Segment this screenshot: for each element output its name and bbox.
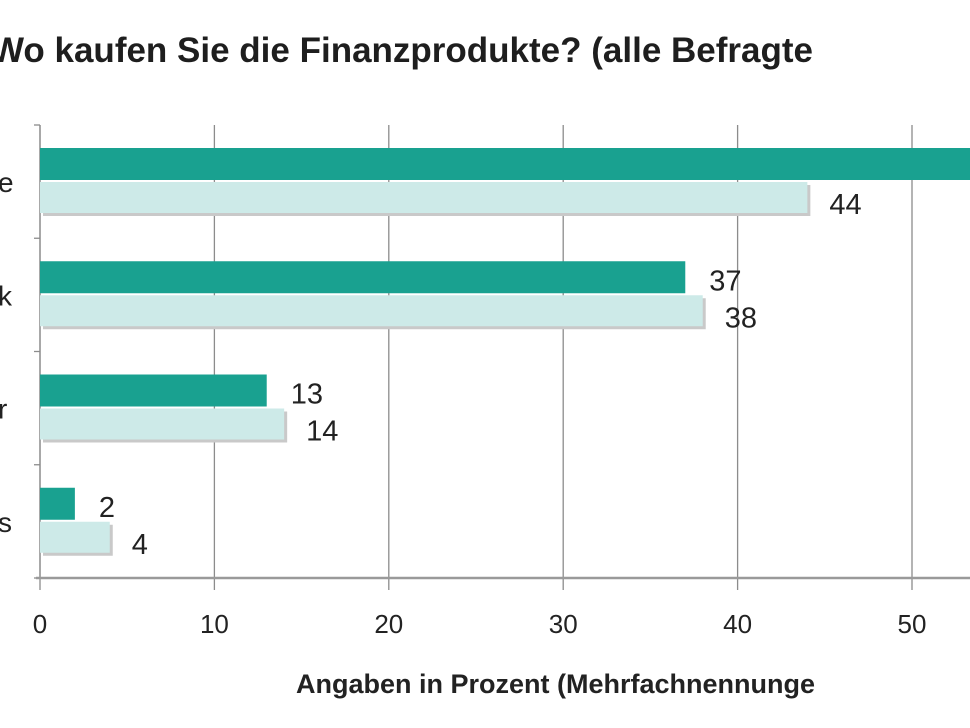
x-tick-label: 50 <box>898 609 927 639</box>
data-label: 2 <box>99 492 115 524</box>
data-label: 37 <box>709 265 741 297</box>
bar-series-2 <box>40 521 110 553</box>
category-label: r <box>0 394 7 425</box>
bar-series-1 <box>40 374 267 407</box>
bar-series-2 <box>40 408 285 440</box>
x-tick-label: 30 <box>549 609 578 639</box>
bar-series-1 <box>40 261 686 294</box>
bar-series-1 <box>40 148 970 180</box>
category-label: k <box>0 280 13 311</box>
x-axis-title: Angaben in Prozent (Mehrfachnennunge <box>296 669 815 699</box>
chart-title: Wo kaufen Sie die Finanzprodukte? (alle … <box>0 31 813 70</box>
data-label: 13 <box>291 379 323 411</box>
x-tick-label: 0 <box>33 609 47 639</box>
bar-series-2 <box>40 182 808 213</box>
category-label: s <box>0 507 12 538</box>
bar-series-1 <box>40 487 75 520</box>
data-label: 44 <box>829 189 861 221</box>
data-label: 38 <box>725 302 757 334</box>
x-tick-label: 20 <box>374 609 403 639</box>
data-label: 14 <box>306 416 338 448</box>
x-tick-label: 40 <box>723 609 752 639</box>
data-label: 4 <box>132 529 148 561</box>
x-tick-label: 10 <box>200 609 229 639</box>
category-label: e <box>0 167 14 198</box>
bar-series-2 <box>40 295 703 327</box>
